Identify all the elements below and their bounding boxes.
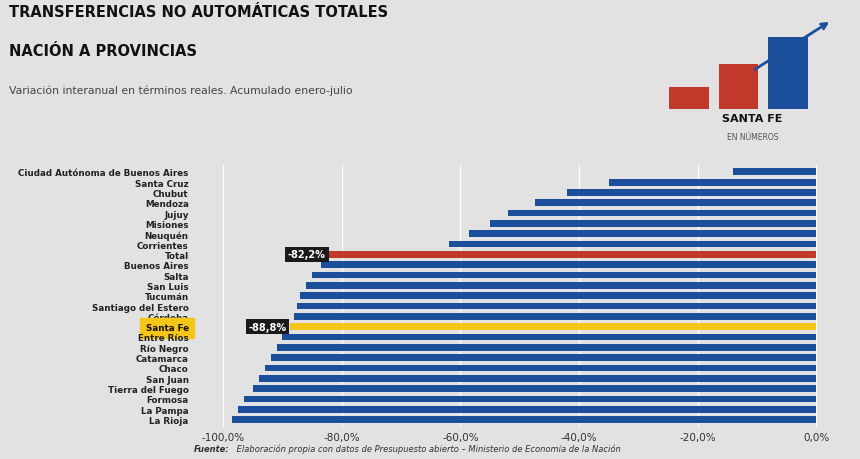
Bar [294,313,816,320]
Text: SANTA FE: SANTA FE [722,114,783,124]
Text: NACIÓN A PROVINCIAS: NACIÓN A PROVINCIAS [9,44,197,59]
Bar [734,169,816,176]
Bar [232,416,816,423]
Text: Elaboración propia con datos de Presupuesto abierto – Ministerio de Economía de : Elaboración propia con datos de Presupue… [234,444,621,453]
Bar [470,231,816,238]
Bar [609,179,816,186]
Bar [238,406,816,413]
Text: EN NÚMEROS: EN NÚMEROS [727,132,778,141]
Bar [321,262,816,269]
Bar [271,354,816,361]
Bar [535,200,816,207]
Bar [306,282,816,289]
Bar [719,65,759,110]
Bar [300,293,816,299]
Bar [282,334,816,341]
Text: -82,2%: -82,2% [288,250,326,260]
Bar [277,344,816,351]
Bar [508,210,816,217]
Bar [768,38,808,110]
Text: Variación interanual en términos reales. Acumulado enero-julio: Variación interanual en términos reales.… [9,85,353,95]
Text: Fuente:: Fuente: [194,444,229,453]
Bar [298,303,816,310]
Bar [568,190,816,196]
Bar [449,241,816,248]
Text: -88,8%: -88,8% [249,322,286,332]
Bar [259,375,816,382]
Bar [244,396,816,403]
Bar [669,88,709,110]
Bar [290,324,816,330]
Bar [265,365,816,371]
Text: TRANSFERENCIAS NO AUTOMÁTICAS TOTALES: TRANSFERENCIAS NO AUTOMÁTICAS TOTALES [9,5,388,20]
Bar [490,221,816,227]
Bar [329,252,816,258]
Bar [312,272,816,279]
Bar [253,386,816,392]
